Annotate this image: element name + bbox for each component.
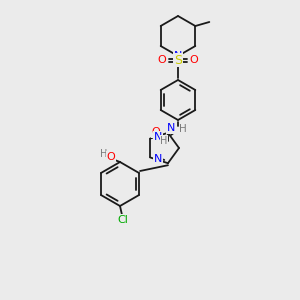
Text: N: N <box>174 51 182 61</box>
Text: H: H <box>160 136 168 146</box>
Text: Cl: Cl <box>118 215 128 225</box>
Text: O: O <box>190 55 198 65</box>
Text: O: O <box>152 127 160 137</box>
Text: H: H <box>179 124 187 134</box>
Text: N: N <box>154 132 162 142</box>
Text: N: N <box>167 123 175 133</box>
Text: N: N <box>154 154 162 164</box>
Text: H: H <box>100 149 108 159</box>
Text: O: O <box>158 55 166 65</box>
Text: S: S <box>174 53 182 67</box>
Text: O: O <box>106 152 116 162</box>
